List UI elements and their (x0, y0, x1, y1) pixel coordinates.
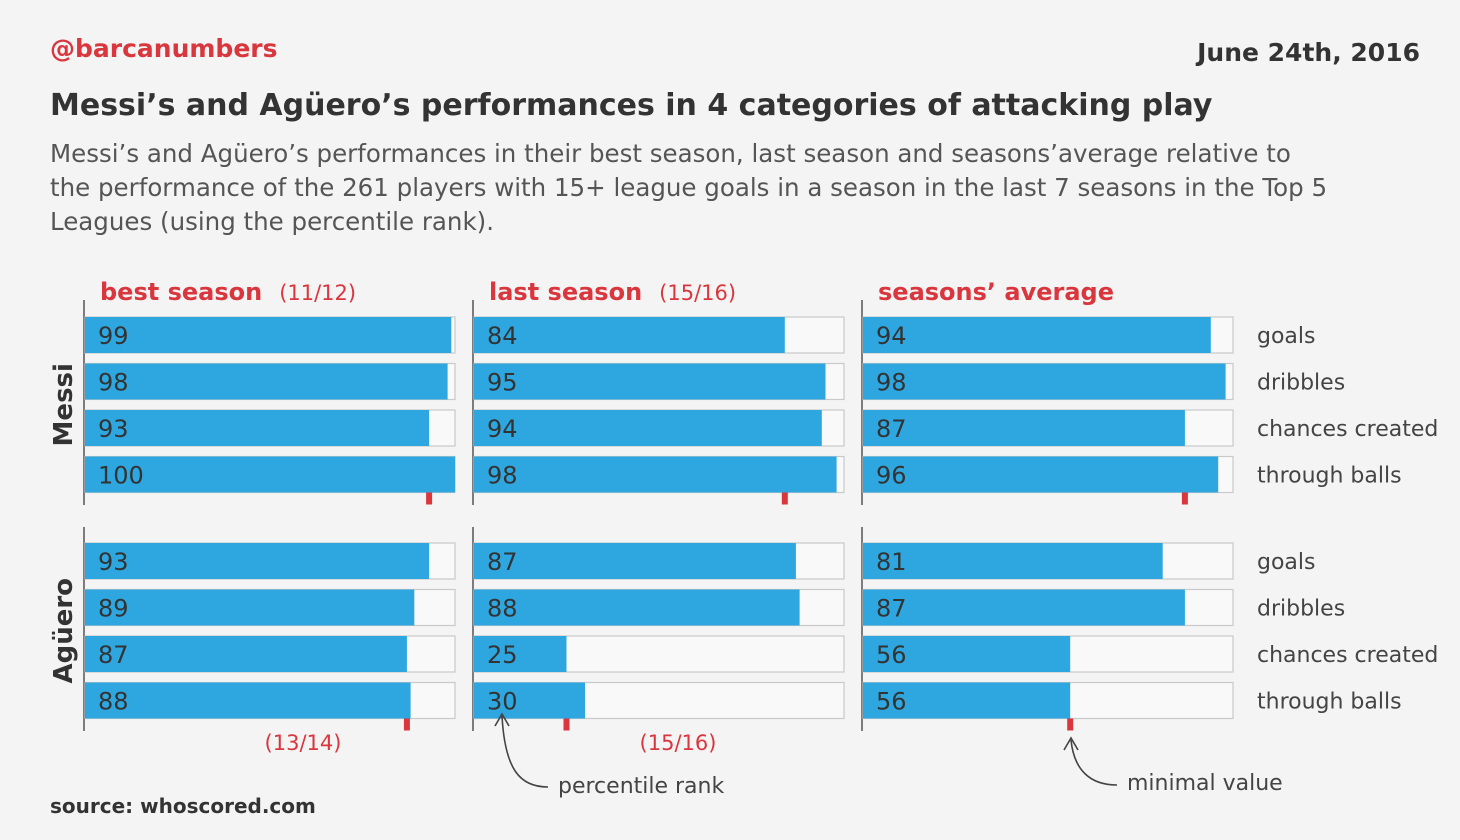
minimal-value-marker (426, 492, 433, 505)
bar-value-label: 25 (487, 641, 518, 669)
category-label: chances created (1257, 643, 1438, 668)
bar-value-label: 88 (487, 595, 518, 623)
bar (85, 410, 430, 446)
bar-value-label: 95 (487, 369, 518, 397)
category-label: dribbles (1257, 597, 1345, 622)
category-label: goals (1257, 324, 1315, 349)
category-label: dribbles (1257, 371, 1345, 396)
minimal-value-marker (563, 718, 570, 731)
bar (863, 456, 1219, 493)
minimal-value-marker (1181, 492, 1188, 505)
twitter-handle: @barcanumbers (50, 34, 278, 63)
column-header-1: best season (100, 278, 262, 306)
bar (863, 410, 1185, 446)
category-label: chances created (1257, 417, 1438, 442)
bar-value-label: 56 (876, 688, 907, 716)
bar (85, 363, 448, 400)
bar (85, 317, 452, 353)
bar-value-label: 88 (98, 688, 129, 716)
bar (85, 636, 407, 672)
player-label-1: Messi (49, 363, 79, 446)
bar (863, 317, 1211, 353)
chart-title: Messi’s and Agüero’s performances in 4 c… (50, 88, 1213, 123)
category-label: goals (1257, 550, 1315, 575)
bar-value-label: 84 (487, 322, 518, 350)
bar (474, 456, 837, 493)
minimal-value-marker (1067, 718, 1074, 731)
bar-value-label: 94 (876, 322, 907, 350)
bar (863, 543, 1163, 579)
column-season-2: (15/16) (659, 281, 736, 305)
percentile-rank-arrowhead (494, 712, 510, 727)
bar-value-label: 93 (98, 548, 129, 576)
bar-value-label: 87 (876, 415, 907, 443)
minimal-value-arrowhead (1063, 736, 1079, 751)
bar-value-label: 93 (98, 415, 129, 443)
bar-value-label: 100 (98, 462, 144, 490)
percentile-rank-annotation: percentile rank (558, 774, 724, 799)
player-label-2: Agüero (49, 578, 79, 684)
percentile-rank-leader (501, 715, 549, 788)
bar-value-label: 87 (98, 641, 129, 669)
bar-value-label: 87 (487, 548, 518, 576)
bar (863, 636, 1071, 672)
bar-value-label: 81 (876, 548, 907, 576)
category-label: through balls (1257, 464, 1402, 489)
bar (85, 456, 455, 493)
bar (85, 682, 411, 719)
bar (863, 589, 1185, 626)
column-header-2: last season (489, 278, 642, 306)
bar-value-label: 99 (98, 322, 129, 350)
column-season-bottom-1: (13/14) (265, 731, 342, 755)
bar (474, 543, 796, 579)
bar (474, 682, 585, 719)
bar (474, 410, 822, 446)
bar-value-label: 30 (487, 688, 518, 716)
bar (474, 363, 826, 400)
bar-value-label: 89 (98, 595, 129, 623)
bar-value-label: 94 (487, 415, 518, 443)
bar (474, 589, 800, 626)
bar-value-label: 87 (876, 595, 907, 623)
bar-value-label: 98 (487, 462, 518, 490)
publish-date: June 24th, 2016 (1197, 38, 1420, 67)
bar (85, 543, 430, 579)
bar (863, 682, 1071, 719)
bar (85, 589, 415, 626)
bar-value-label: 56 (876, 641, 907, 669)
bar (863, 363, 1226, 400)
bar-value-label: 96 (876, 462, 907, 490)
bar (474, 317, 785, 353)
column-header-3: seasons’ average (878, 278, 1114, 306)
minimal-value-leader (1070, 739, 1118, 786)
minimal-value-marker (781, 492, 788, 505)
minimal-value-annotation: minimal value (1127, 771, 1283, 796)
column-season-bottom-2: (15/16) (640, 731, 717, 755)
source-note: source: whoscored.com (50, 794, 316, 818)
bar (474, 636, 567, 672)
chart-subtitle: Messi’s and Agüero’s performances in the… (50, 139, 1328, 236)
column-season-1: (11/12) (279, 281, 356, 305)
bar-value-label: 98 (98, 369, 129, 397)
category-label: through balls (1257, 690, 1402, 715)
bar-value-label: 98 (876, 369, 907, 397)
minimal-value-marker (403, 718, 410, 731)
